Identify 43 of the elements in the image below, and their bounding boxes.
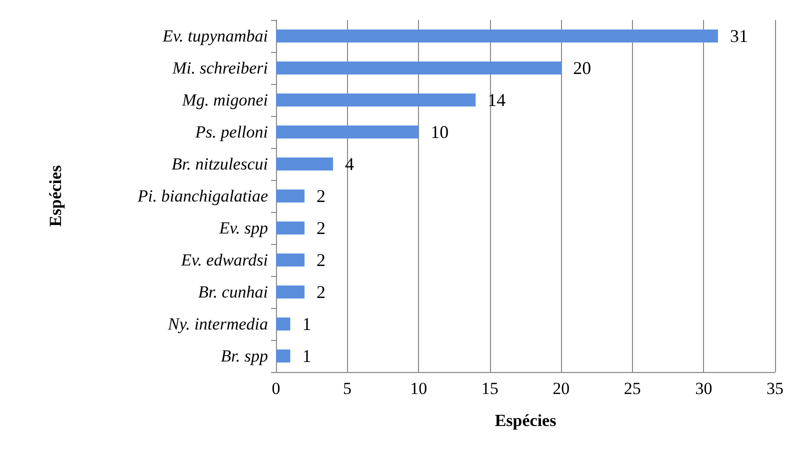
bar — [276, 94, 476, 106]
y-tick-label: Ev. edwardsi — [180, 250, 268, 270]
data-label: 2 — [316, 218, 326, 238]
data-label: 1 — [302, 314, 312, 334]
y-tick-label: Ps. pelloni — [194, 122, 268, 142]
data-label: 31 — [730, 26, 748, 46]
data-label: 14 — [488, 90, 506, 110]
bar — [276, 222, 305, 234]
x-tick-label: 20 — [552, 379, 570, 398]
bar — [276, 62, 562, 74]
bar — [276, 350, 290, 362]
x-axis-title: Espécies — [494, 411, 557, 430]
bar — [276, 286, 305, 298]
data-label: 2 — [316, 186, 326, 206]
data-label: 20 — [573, 58, 592, 78]
x-tick-label: 35 — [766, 379, 784, 398]
bar — [276, 318, 290, 330]
bar — [276, 126, 419, 138]
bar — [276, 190, 305, 202]
bar — [276, 30, 718, 42]
x-tick-label: 0 — [272, 379, 280, 398]
data-label: 2 — [316, 282, 326, 302]
data-label: 4 — [345, 154, 354, 174]
y-tick-label: Br. spp — [220, 346, 268, 366]
y-tick-label: Br. cunhai — [198, 282, 268, 302]
x-tick-label: 10 — [410, 379, 428, 398]
x-tick-label: 30 — [695, 379, 712, 398]
data-label: 10 — [430, 122, 449, 142]
y-tick-label: Mg. migonei — [181, 90, 268, 110]
y-tick-label: Br. nitzulescui — [172, 154, 268, 174]
y-tick-label: Ev. spp — [218, 218, 268, 238]
x-tick-label: 15 — [481, 379, 498, 398]
y-tick-label: Mi. schreiberi — [171, 58, 268, 78]
data-label: 1 — [302, 346, 312, 366]
x-tick-label: 5 — [343, 379, 352, 398]
x-tick-label: 25 — [624, 379, 641, 398]
y-tick-label: Ev. tupynambai — [162, 26, 268, 46]
bar — [276, 158, 334, 170]
y-axis-title: Espécies — [46, 164, 65, 227]
y-tick-label: Pi. bianchigalatiae — [136, 186, 268, 206]
bar — [276, 254, 305, 266]
data-label: 2 — [316, 250, 326, 270]
y-tick-label: Ny. intermedia — [166, 314, 268, 334]
